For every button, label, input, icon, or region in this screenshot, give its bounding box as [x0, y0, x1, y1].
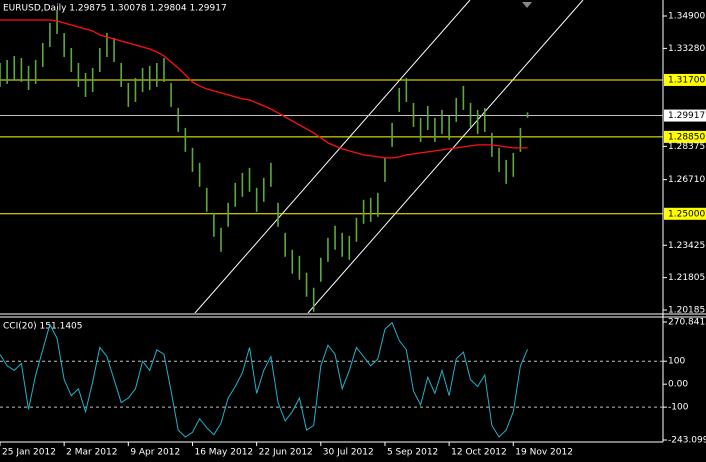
y-tick-label: 0.00 — [668, 380, 688, 390]
y-tick-label: 270.8412 — [668, 318, 706, 328]
price-tag — [664, 109, 706, 122]
shift-marker — [522, 2, 532, 8]
x-tick-label: 2 Mar 2012 — [66, 448, 117, 458]
x-tick-label: 22 Jun 2012 — [259, 448, 313, 458]
indicator-title: CCI(20) 151.1405 — [3, 322, 83, 332]
y-tick-label: 1.20185 — [668, 306, 705, 316]
moving-average — [0, 19, 528, 159]
level-label: 1.31700 — [668, 75, 705, 85]
chart-title: EURUSD,Daily 1.29875 1.30078 1.29804 1.2… — [3, 4, 227, 14]
x-tick-label: 12 Oct 2012 — [451, 448, 507, 458]
indicator-line — [0, 321, 529, 438]
price-label: 1.29917 — [668, 111, 705, 121]
x-tick-label: 16 May 2012 — [194, 448, 253, 458]
level-tag — [664, 130, 706, 143]
y-tick-label: 1.26710 — [668, 175, 705, 185]
level-label: 1.25000 — [668, 209, 705, 219]
y-tick-label: 1.21805 — [668, 273, 705, 283]
level-tag — [664, 73, 706, 86]
y-tick-label: -243.099 — [668, 436, 706, 446]
x-tick-label: 9 Apr 2012 — [130, 448, 180, 458]
level-tag — [664, 207, 706, 220]
y-tick-label: 1.28375 — [668, 142, 705, 152]
channel-line — [194, 0, 471, 313]
x-tick-label: 19 Nov 2012 — [515, 448, 573, 458]
y-tick-label: 1.34900 — [668, 12, 705, 22]
level-label: 1.28850 — [668, 132, 705, 142]
y-tick-label: 1.23425 — [668, 241, 705, 251]
x-tick-label: 30 Jul 2012 — [323, 448, 374, 458]
x-tick-label: 25 Jan 2012 — [2, 448, 56, 458]
y-tick-label: -100 — [668, 403, 689, 413]
x-tick-label: 5 Sep 2012 — [387, 448, 438, 458]
y-tick-label: 1.33280 — [668, 44, 705, 54]
channel-line — [307, 0, 584, 313]
channel — [194, 0, 584, 313]
y-tick-label: 100 — [668, 357, 685, 367]
